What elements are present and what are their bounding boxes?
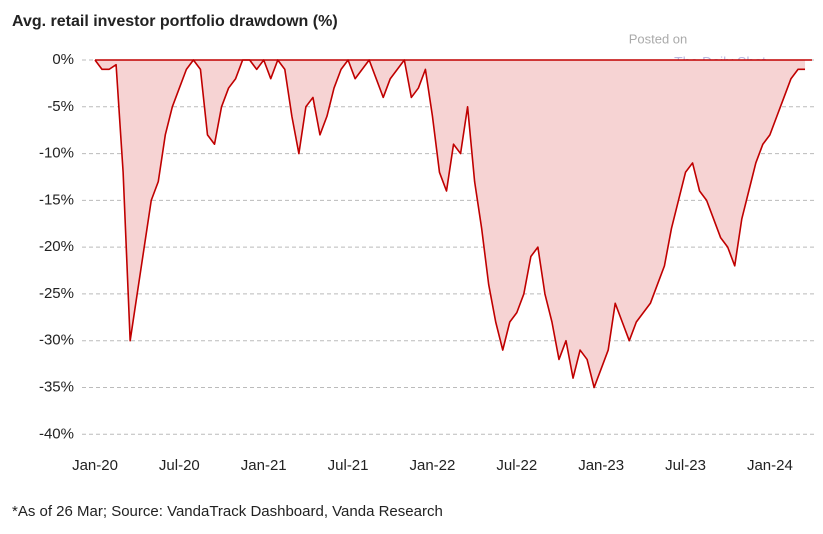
area-line [94,59,806,389]
x-tick-label: Jan-23 [578,457,624,474]
y-tick-label: -20% [39,238,74,255]
chart-title: Avg. retail investor portfolio drawdown … [12,13,338,30]
x-tick-label: Jul-20 [159,457,200,474]
x-tick-label: Jul-23 [665,457,706,474]
y-tick-label: -15% [39,191,74,208]
x-tick-label: Jul-22 [496,457,537,474]
x-tick-label: Jan-21 [241,457,287,474]
x-tick-label: Jul-21 [328,457,369,474]
y-tick-label: -35% [39,378,74,395]
x-tick-label: Jan-24 [747,457,793,474]
x-tick-label: Jan-22 [410,457,456,474]
area-fill [95,60,806,388]
y-tick-label: 0% [52,51,74,68]
y-tick-label: -30% [39,332,74,349]
x-tick-label: Jan-20 [72,457,118,474]
y-tick-label: -25% [39,285,74,302]
y-tick-label: -40% [39,425,74,442]
y-tick-label: -5% [47,98,74,115]
source-note: *As of 26 Mar; Source: VandaTrack Dashbo… [12,503,443,520]
y-tick-label: -10% [39,145,74,162]
annotation: Posted on [629,31,688,46]
